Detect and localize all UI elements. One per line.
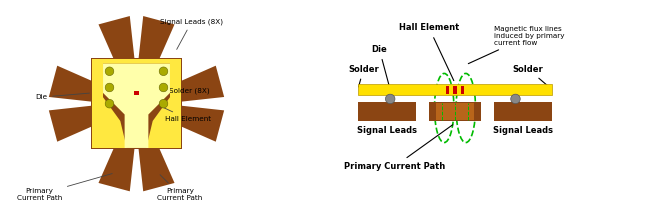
Circle shape [105, 99, 114, 108]
Text: Die: Die [372, 45, 389, 87]
Text: Solder (8X): Solder (8X) [164, 87, 209, 94]
Text: Hall Element: Hall Element [139, 96, 211, 122]
Polygon shape [49, 66, 96, 102]
Text: Signal Leads: Signal Leads [493, 126, 553, 135]
Circle shape [385, 94, 395, 104]
Text: Hall Element: Hall Element [399, 23, 459, 81]
Circle shape [105, 83, 114, 92]
Bar [91, 58, 182, 149]
Circle shape [105, 67, 114, 76]
Bar [134, 91, 139, 95]
Bar [429, 102, 481, 121]
Circle shape [159, 83, 168, 92]
Bar [461, 86, 464, 94]
Bar [494, 102, 552, 121]
Polygon shape [138, 144, 174, 191]
Text: Primary
Current Path: Primary Current Path [17, 174, 112, 201]
Polygon shape [103, 64, 170, 148]
Bar [358, 84, 552, 95]
Bar [436, 103, 474, 120]
Bar [92, 59, 181, 148]
Circle shape [159, 99, 168, 108]
Polygon shape [177, 106, 224, 142]
Text: Primary
Current Path: Primary Current Path [157, 175, 202, 201]
Circle shape [159, 67, 168, 76]
Polygon shape [99, 16, 135, 64]
Bar [446, 86, 449, 94]
Polygon shape [103, 64, 170, 148]
Polygon shape [138, 16, 174, 64]
Text: Primary Current Path: Primary Current Path [344, 125, 453, 171]
Text: Solder: Solder [513, 65, 550, 88]
Circle shape [511, 94, 520, 104]
Polygon shape [99, 144, 135, 191]
Text: Magnetic flux lines
induced by primary
current flow: Magnetic flux lines induced by primary c… [468, 26, 564, 64]
Text: Signal Leads: Signal Leads [357, 126, 417, 135]
Text: Die: Die [35, 93, 90, 100]
Bar [453, 86, 457, 94]
Text: Solder: Solder [348, 65, 379, 87]
Bar [358, 102, 416, 121]
Text: Signal Leads (8X): Signal Leads (8X) [161, 18, 223, 49]
Polygon shape [177, 66, 224, 102]
Polygon shape [49, 106, 96, 142]
